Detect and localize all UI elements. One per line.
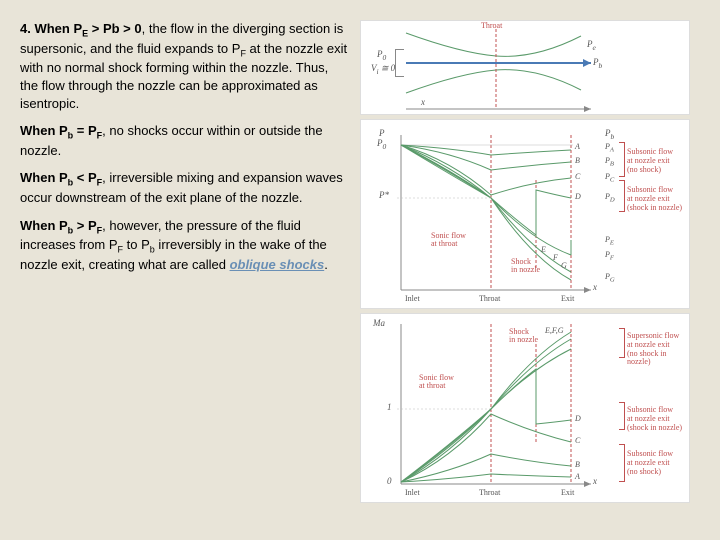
nozzle-svg xyxy=(361,21,691,116)
paragraph-3: When Pb < PF, irreversible mixing and ex… xyxy=(20,169,348,206)
diagram-column: Throat P0 Vi ≅ 0 Pe Pb x xyxy=(360,20,700,532)
paragraph-1: 4. When PE > Pb > 0, the flow in the div… xyxy=(20,20,348,112)
diagram-mach: Ma 1 0 x Inlet Throat Exit Sonic flowat … xyxy=(360,313,690,503)
throat-label: Throat xyxy=(481,21,502,30)
paragraph-4: When Pb > PF, however, the pressure of t… xyxy=(20,217,348,274)
diagram-nozzle: Throat P0 Vi ≅ 0 Pe Pb x xyxy=(360,20,690,115)
text-column: 4. When PE > Pb > 0, the flow in the div… xyxy=(20,20,360,532)
paragraph-2: When Pb = PF, no shocks occur within or … xyxy=(20,122,348,159)
keyword-oblique-shocks: oblique shocks xyxy=(230,257,325,272)
diagram-pressure: P P0 P* x Inlet Throat Exit A B C D E F … xyxy=(360,119,690,309)
